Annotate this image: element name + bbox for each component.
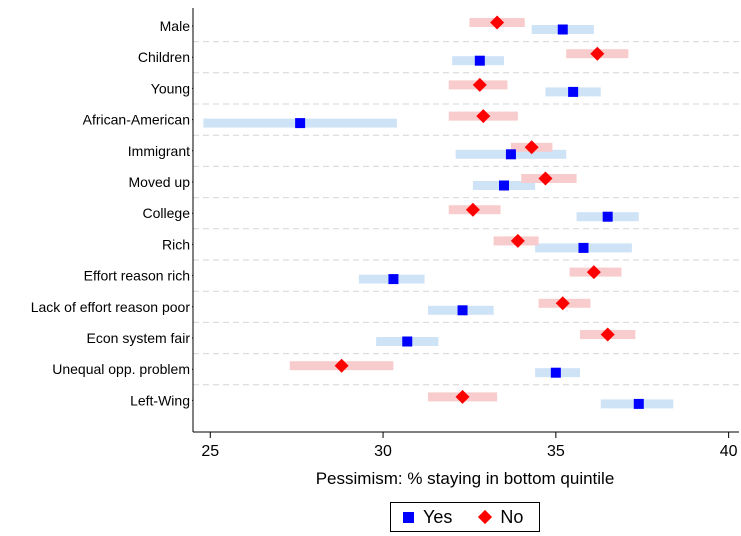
legend: Yes No <box>390 502 540 532</box>
data-point-yes <box>295 118 306 129</box>
data-point-no <box>555 296 570 311</box>
data-point-yes <box>557 24 568 35</box>
data-point-yes <box>499 180 510 191</box>
data-point-no <box>476 109 491 124</box>
axes: 25 30 35 40 <box>192 8 739 460</box>
data-point-no <box>510 233 525 248</box>
x-tick-label: 30 <box>374 443 392 460</box>
category-label: Immigrant <box>128 143 190 159</box>
data-point-yes <box>457 305 468 316</box>
legend-diamond-icon <box>478 509 493 525</box>
category-label: Young <box>151 80 190 96</box>
data-point-no <box>538 171 553 186</box>
category-label: Moved up <box>129 174 191 190</box>
data-point-no <box>600 327 615 342</box>
data-point-no <box>524 140 539 155</box>
category-label: Unequal opp. problem <box>52 361 190 377</box>
data-point-yes <box>402 336 413 347</box>
legend-label-yes: Yes <box>423 506 453 527</box>
data-point-no <box>490 15 505 30</box>
category-label: African-American <box>83 112 190 128</box>
data-point-yes <box>568 86 579 97</box>
category-label: Rich <box>162 236 190 252</box>
category-label: Left-Wing <box>130 392 190 408</box>
data-point-no <box>455 389 470 404</box>
data-point-yes <box>388 274 399 285</box>
data-point-no <box>586 265 601 280</box>
category-label: Effort reason rich <box>84 268 190 284</box>
x-tick-label: 35 <box>547 443 565 460</box>
data-points <box>295 15 644 409</box>
data-point-yes <box>550 367 561 378</box>
x-tick-label: 25 <box>201 443 219 460</box>
data-point-no <box>590 46 605 61</box>
legend-item-yes: Yes <box>403 507 452 528</box>
data-point-no <box>334 358 349 373</box>
category-label: Male <box>160 18 191 34</box>
x-tick-label: 40 <box>720 443 738 460</box>
category-label: Children <box>138 49 190 65</box>
category-label: Econ system fair <box>87 330 191 346</box>
data-point-no <box>472 77 487 92</box>
category-label: Lack of effort reason poor <box>31 299 191 315</box>
category-label: College <box>143 205 191 221</box>
category-labels: Male Children Young African-American Immigra… <box>31 18 191 408</box>
data-point-yes <box>633 398 644 409</box>
x-axis-title: Pessimism: % staying in bottom quintile <box>316 469 615 488</box>
data-point-no <box>465 202 480 217</box>
data-point-yes <box>602 211 613 222</box>
data-point-yes <box>474 55 485 66</box>
legend-square-icon <box>403 511 414 523</box>
legend-label-no: No <box>500 506 524 527</box>
data-point-yes <box>505 149 516 160</box>
grid-lines <box>193 41 739 386</box>
legend-item-no: No <box>478 507 523 528</box>
data-point-yes <box>578 242 589 253</box>
